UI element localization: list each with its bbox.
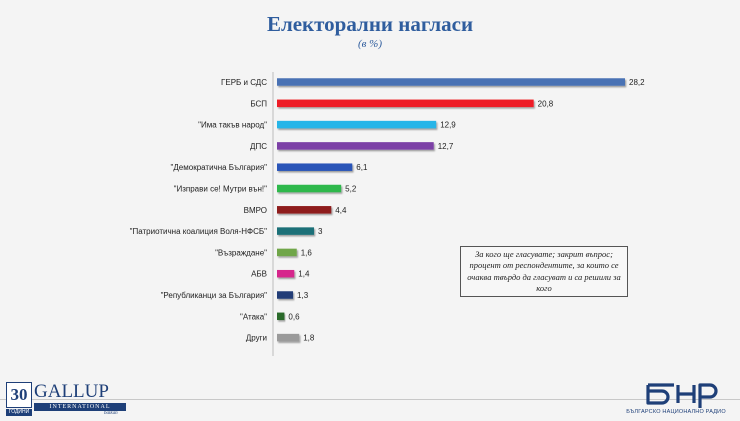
value-label: 3 — [318, 227, 323, 236]
value-label: 5,2 — [345, 185, 357, 194]
value-label: 12,9 — [440, 121, 456, 130]
bnr-subtitle: БЪЛГАРСКО НАЦИОНАЛНО РАДИО — [626, 409, 726, 415]
category-label: "Атака" — [240, 312, 267, 321]
bar — [277, 291, 294, 299]
category-label: "Републиканци за България" — [161, 291, 268, 300]
value-label: 20,8 — [538, 99, 554, 108]
bar — [277, 333, 300, 342]
gallup-anniversary-number: 30 — [6, 382, 32, 408]
bnr-logo: БЪЛГАРСКО НАЦИОНАЛНО РАДИО — [618, 380, 734, 418]
bar — [277, 248, 297, 257]
methodology-note: За кого ще гласувате; закрит въпрос; про… — [460, 246, 628, 297]
bar — [277, 227, 315, 235]
category-label: "Има такъв народ" — [198, 121, 267, 130]
value-label: 1,6 — [301, 248, 313, 257]
bar — [277, 269, 295, 278]
value-label: 12,7 — [438, 142, 454, 151]
gallup-logo: 30 ГОДИНИ GALLUP INTERNATIONAL balkan — [6, 382, 126, 416]
value-label: 1,8 — [303, 334, 315, 343]
value-label: 6,1 — [356, 163, 368, 172]
gallup-wordmark: GALLUP — [34, 381, 109, 402]
category-label: БСП — [250, 99, 267, 108]
bar — [277, 99, 534, 108]
value-label: 4,4 — [335, 206, 347, 215]
category-label: АБВ — [251, 270, 267, 279]
bar — [277, 184, 342, 193]
bar — [277, 78, 625, 86]
value-label: 28,2 — [629, 78, 645, 87]
bar — [277, 163, 353, 171]
value-label: 1,3 — [297, 291, 309, 300]
bars-group: ГЕРБ и СДС 28,2 БСП 20,8 "Има такъв народ" 12… — [130, 78, 645, 343]
gallup-city: balkan — [104, 411, 118, 416]
category-label: "Демократична България" — [171, 163, 268, 172]
category-label: ДПС — [250, 142, 267, 151]
bar — [277, 206, 332, 214]
chart-title: Електорални нагласи — [266, 12, 474, 36]
category-label: "Изправи се! Мутри вън!" — [174, 185, 268, 194]
bar — [277, 120, 437, 129]
category-label: Други — [246, 334, 267, 343]
value-label: 1,4 — [298, 270, 310, 279]
bnr-wordmark-icon — [646, 383, 718, 408]
category-label: ГЕРБ и СДС — [221, 78, 267, 87]
gallup-international-band: INTERNATIONAL — [34, 403, 126, 411]
category-label: "Патриотична коалиция Воля-НФСБ" — [130, 227, 268, 236]
chart-subtitle: (в %) — [357, 38, 382, 50]
value-label: 0,6 — [288, 312, 300, 321]
footer-divider — [0, 399, 740, 400]
gallup-years-label: ГОДИНИ — [6, 409, 32, 416]
category-label: "Възраждане" — [215, 248, 267, 257]
bar — [277, 142, 434, 150]
bar — [277, 312, 285, 321]
bar-chart: ГЕРБ и СДС 28,2 БСП 20,8 "Има такъв народ" 12… — [130, 72, 645, 356]
category-label: ВМРО — [244, 206, 267, 215]
